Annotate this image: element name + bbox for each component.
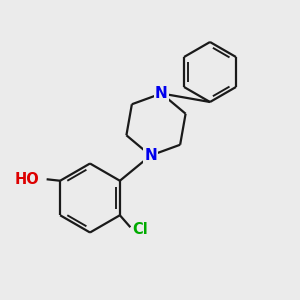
Text: Cl: Cl <box>132 222 148 237</box>
Text: HO: HO <box>15 172 39 187</box>
Text: N: N <box>155 86 168 101</box>
Text: N: N <box>144 148 157 163</box>
